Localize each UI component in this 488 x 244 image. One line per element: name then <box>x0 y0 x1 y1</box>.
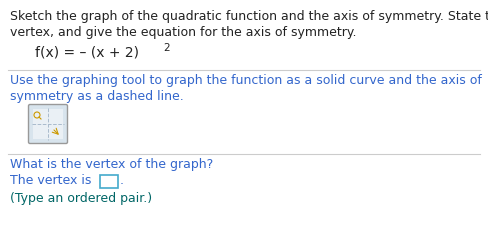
Text: vertex, and give the equation for the axis of symmetry.: vertex, and give the equation for the ax… <box>10 26 357 39</box>
FancyBboxPatch shape <box>33 109 63 139</box>
Text: What is the vertex of the graph?: What is the vertex of the graph? <box>10 158 213 171</box>
Text: Use the graphing tool to graph the function as a solid curve and the axis of: Use the graphing tool to graph the funct… <box>10 74 482 87</box>
Text: f(x) = – (x + 2): f(x) = – (x + 2) <box>35 46 139 60</box>
Text: .: . <box>120 174 124 187</box>
FancyBboxPatch shape <box>28 104 67 143</box>
Text: symmetry as a dashed line.: symmetry as a dashed line. <box>10 90 184 103</box>
Text: Sketch the graph of the quadratic function and the axis of symmetry. State the: Sketch the graph of the quadratic functi… <box>10 10 488 23</box>
FancyBboxPatch shape <box>100 175 118 188</box>
Text: 2: 2 <box>163 43 170 53</box>
Text: The vertex is: The vertex is <box>10 174 91 187</box>
Text: (Type an ordered pair.): (Type an ordered pair.) <box>10 192 152 205</box>
